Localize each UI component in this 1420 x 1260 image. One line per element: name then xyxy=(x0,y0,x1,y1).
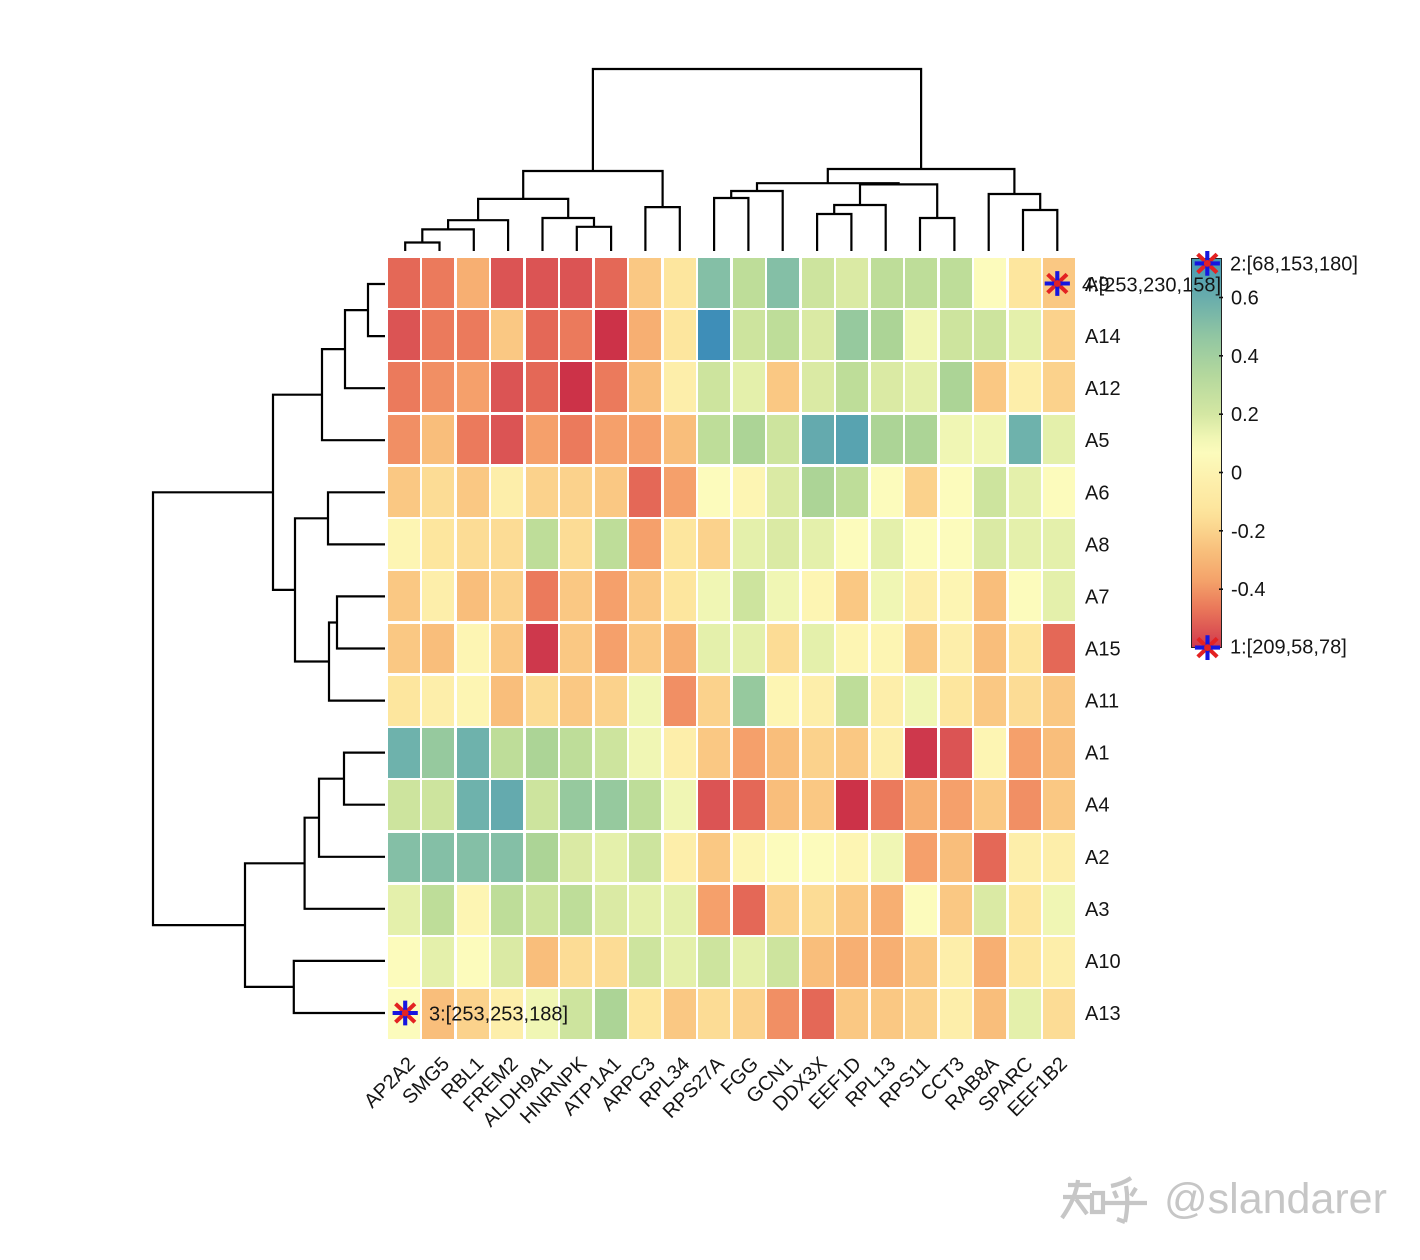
svg-text:0.4: 0.4 xyxy=(1231,346,1259,368)
svg-text:A7: A7 xyxy=(1085,586,1109,608)
svg-text:-0.2: -0.2 xyxy=(1231,521,1265,543)
svg-text:4:[253,230,158]: 4:[253,230,158] xyxy=(1082,275,1221,297)
svg-text:A5: A5 xyxy=(1085,430,1109,452)
svg-text:A13: A13 xyxy=(1085,1003,1121,1025)
svg-text:-0.4: -0.4 xyxy=(1231,579,1265,601)
svg-text:A1: A1 xyxy=(1085,743,1109,765)
svg-text:A8: A8 xyxy=(1085,534,1109,556)
svg-text:A11: A11 xyxy=(1085,691,1119,713)
svg-text:2:[68,153,180]: 2:[68,153,180] xyxy=(1230,254,1358,276)
svg-text:A14: A14 xyxy=(1085,326,1121,348)
svg-text:A2: A2 xyxy=(1085,847,1109,869)
svg-text:0: 0 xyxy=(1231,463,1242,485)
svg-text:A15: A15 xyxy=(1085,639,1121,661)
svg-text:A4: A4 xyxy=(1085,795,1109,817)
svg-text:A12: A12 xyxy=(1085,378,1121,400)
svg-text:1:[209,58,78]: 1:[209,58,78] xyxy=(1230,637,1347,659)
svg-text:A9: A9 xyxy=(1085,274,1109,296)
svg-text:0.2: 0.2 xyxy=(1231,404,1259,426)
svg-text:3:[253,253,188]: 3:[253,253,188] xyxy=(429,1004,568,1026)
svg-text:0.6: 0.6 xyxy=(1231,288,1259,310)
svg-text:A10: A10 xyxy=(1085,951,1121,973)
svg-text:A6: A6 xyxy=(1085,482,1109,504)
svg-text:A3: A3 xyxy=(1085,899,1109,921)
svg-text:@slandarer: @slandarer xyxy=(1164,1175,1387,1223)
